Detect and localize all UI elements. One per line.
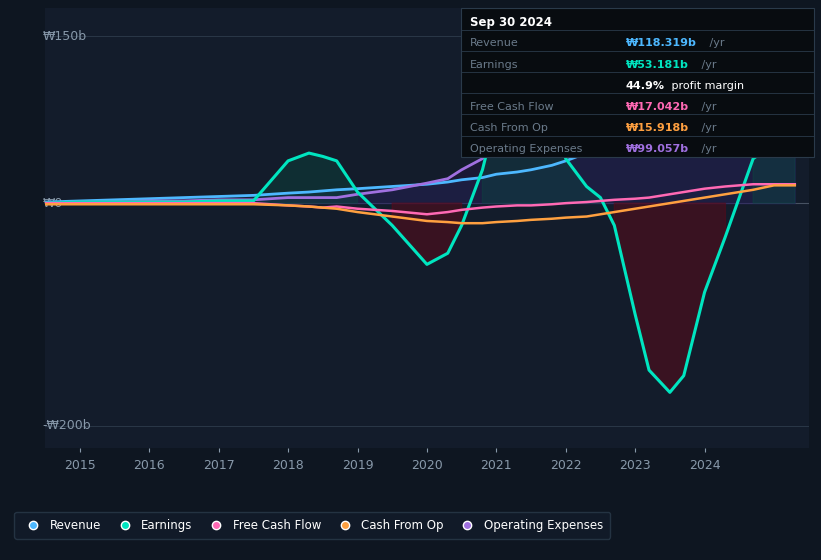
- Text: /yr: /yr: [698, 102, 717, 112]
- Text: Earnings: Earnings: [470, 59, 518, 69]
- Text: ₩53.181b: ₩53.181b: [626, 59, 689, 69]
- Text: ₩17.042b: ₩17.042b: [626, 102, 689, 112]
- Text: profit margin: profit margin: [668, 81, 745, 91]
- Text: /yr: /yr: [706, 39, 725, 48]
- Text: Operating Expenses: Operating Expenses: [470, 144, 582, 155]
- Text: ₩15.918b: ₩15.918b: [626, 123, 689, 133]
- Legend: Revenue, Earnings, Free Cash Flow, Cash From Op, Operating Expenses: Revenue, Earnings, Free Cash Flow, Cash …: [15, 512, 610, 539]
- Text: ₩99.057b: ₩99.057b: [626, 144, 689, 155]
- Text: -₩200b: -₩200b: [43, 419, 91, 432]
- Text: Cash From Op: Cash From Op: [470, 123, 548, 133]
- Text: /yr: /yr: [698, 59, 717, 69]
- Text: /yr: /yr: [698, 123, 717, 133]
- Text: ₩0: ₩0: [43, 197, 63, 209]
- Text: Sep 30 2024: Sep 30 2024: [470, 16, 552, 29]
- Text: Free Cash Flow: Free Cash Flow: [470, 102, 553, 112]
- Text: Revenue: Revenue: [470, 39, 518, 48]
- Text: ₩150b: ₩150b: [43, 30, 87, 43]
- Text: /yr: /yr: [698, 144, 717, 155]
- Text: 44.9%: 44.9%: [626, 81, 665, 91]
- Text: ₩118.319b: ₩118.319b: [626, 39, 696, 48]
